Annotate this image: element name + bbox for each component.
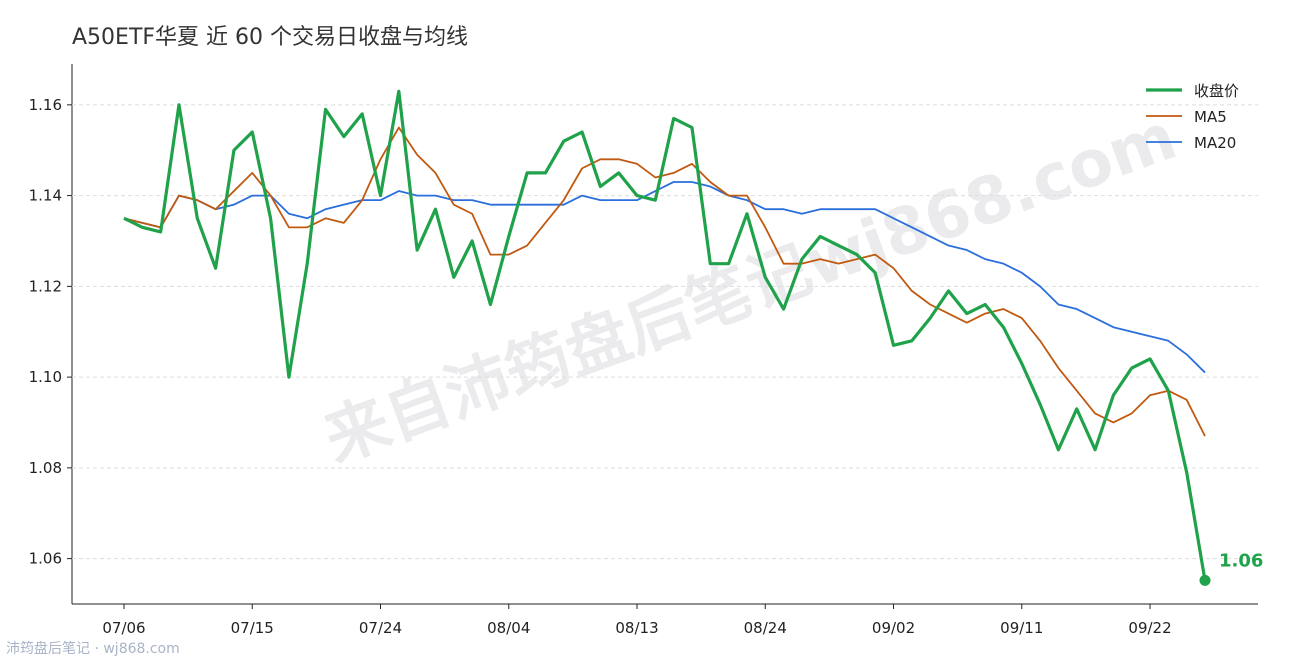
y-tick-label: 1.10 [29,368,62,386]
series-line [123,181,1206,374]
legend-label: 收盘价 [1194,82,1239,100]
y-tick-label: 1.06 [29,550,62,568]
x-tick-label: 08/13 [615,619,658,637]
footer: 沛筠盘后笔记 · wj868.com [6,640,180,657]
series-line [123,126,1206,437]
legend-label: MA5 [1194,108,1227,126]
x-tick-label: 09/02 [872,619,915,637]
legend-label: MA20 [1194,134,1236,152]
x-tick-label: 07/15 [231,619,274,637]
chart-title: A50ETF华夏 近 60 个交易日收盘与均线 [72,25,468,50]
y-tick-label: 1.14 [29,187,62,205]
x-tick-label: 08/04 [487,619,530,637]
value-label: 1.06 [1219,550,1263,571]
x-tick-label: 08/24 [744,619,787,637]
y-tick-label: 1.12 [29,277,62,295]
y-tick-label: 1.16 [29,96,62,114]
y-tick-label: 1.08 [29,459,62,477]
x-tick-label: 09/22 [1128,619,1171,637]
x-tick-label: 07/24 [359,619,402,637]
series-line [123,89,1207,581]
watermark: 来自沛筠盘后笔记wj868.com [315,100,1186,477]
x-tick-label: 07/06 [102,619,145,637]
x-tick-label: 09/11 [1000,619,1043,637]
point-marker [1199,574,1211,586]
